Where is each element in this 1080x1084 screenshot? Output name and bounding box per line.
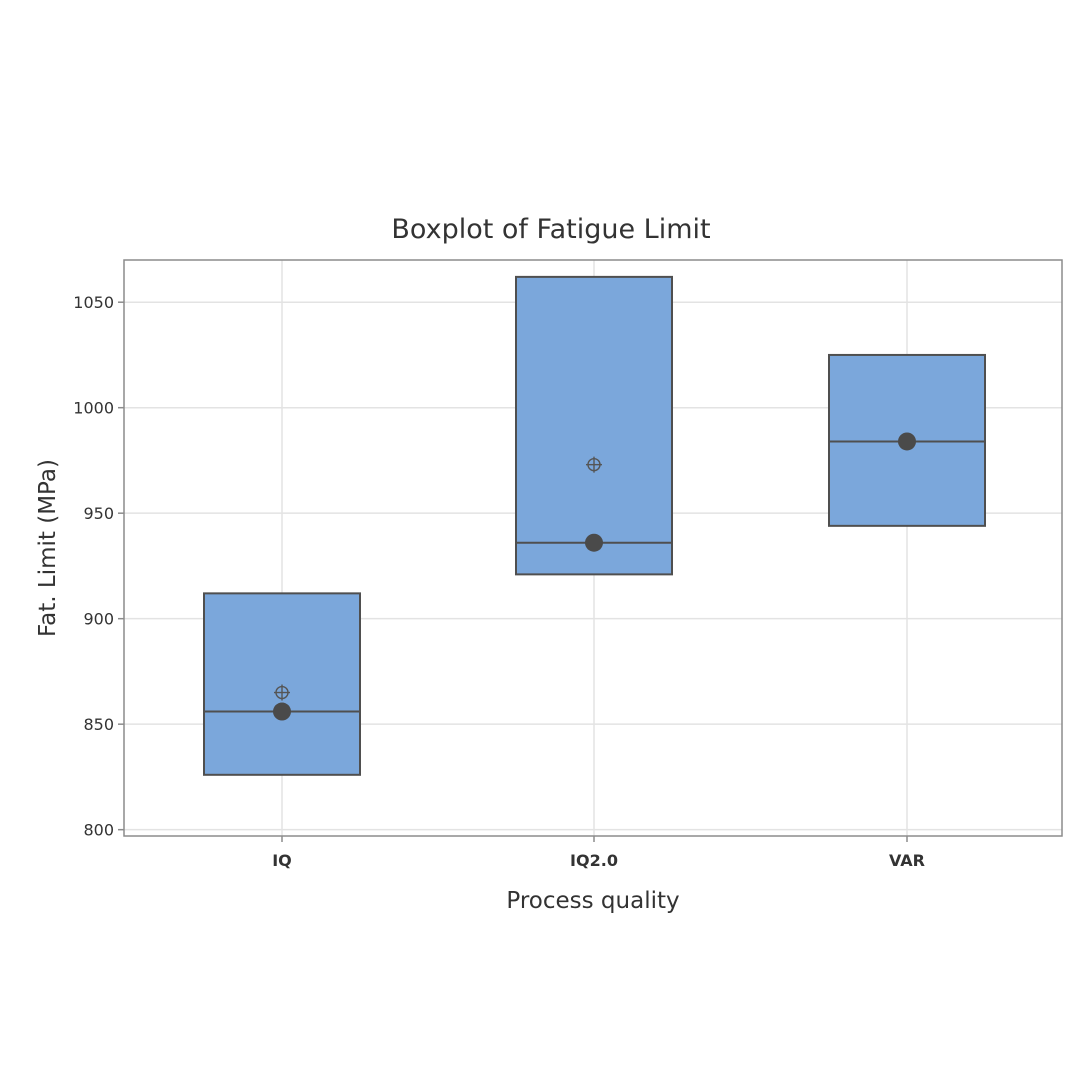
box-IQ2.0 [515, 275, 673, 576]
x-tick-label: IQ2.0 [570, 851, 618, 870]
chart-title: Boxplot of Fatigue Limit [391, 214, 710, 245]
median-marker [273, 702, 291, 721]
y-tick-label: 1050 [73, 293, 114, 312]
x-axis-label: Process quality [506, 888, 679, 914]
x-tick-label: VAR [889, 851, 925, 870]
boxes [203, 275, 986, 776]
y-tick-label: 800 [83, 821, 114, 840]
median-marker [898, 432, 916, 451]
x-tick-label: IQ [272, 851, 292, 870]
y-tick-label: 1000 [73, 399, 114, 418]
y-axis-label: Fat. Limit (MPa) [35, 459, 61, 637]
mean-symbol [586, 456, 602, 473]
axes: 800 850 900 950 1000 1050 IQ IQ2.0 VAR [73, 293, 925, 870]
mean-symbol [274, 684, 290, 701]
y-tick-label: 850 [83, 715, 114, 734]
plot-frame [123, 259, 1063, 837]
box-IQ [203, 592, 361, 776]
y-tick-label: 900 [83, 610, 114, 629]
y-tick-label: 950 [83, 504, 114, 523]
median-marker [585, 533, 603, 552]
